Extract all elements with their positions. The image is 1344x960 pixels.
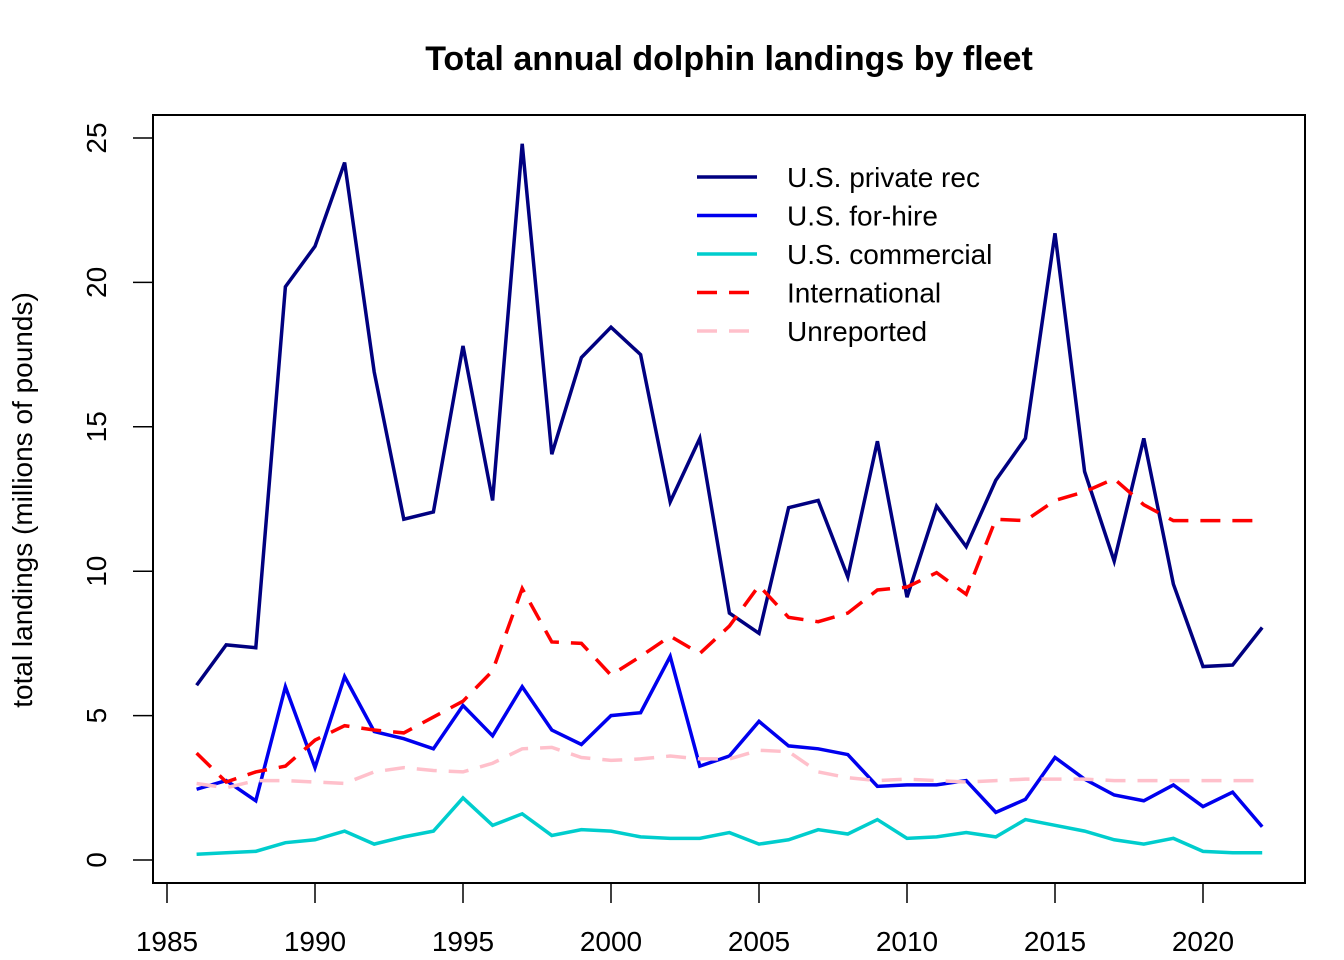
x-tick-label: 2020 (1172, 926, 1234, 957)
series-layer (195, 143, 1264, 856)
series-line-unreported (196, 745, 1263, 790)
plot-frame (152, 114, 1306, 884)
y-axis-label: total landings (millions of pounds) (7, 292, 38, 708)
y-tick-label: 0 (81, 852, 112, 868)
y-tick-label: 5 (81, 708, 112, 724)
series-line-u-s-for-hire (196, 651, 1264, 828)
y-axis: 0 5 10 15 20 25 (81, 122, 154, 868)
x-tick-label: 1995 (432, 926, 494, 957)
legend-label-u-s-commercial: U.S. commercial (787, 239, 992, 270)
y-tick-label: 20 (81, 267, 112, 298)
y-tick-label: 15 (81, 411, 112, 442)
x-tick-label: 1990 (284, 926, 346, 957)
legend-label-unreported: Unreported (787, 316, 927, 347)
y-tick-label: 25 (81, 122, 112, 153)
series-line-u-s-private-rec (195, 143, 1264, 687)
legend-label-international: International (787, 278, 941, 309)
legend: U.S. private rec U.S. for-hire U.S. commer… (697, 162, 992, 347)
legend-label-u-s-for-hire: U.S. for-hire (787, 201, 938, 232)
x-tick-label: 2000 (580, 926, 642, 957)
x-tick-label: 2015 (1024, 926, 1086, 957)
chart-title: Total annual dolphin landings by fleet (425, 40, 1033, 78)
x-tick-label: 2010 (876, 926, 938, 957)
legend-label-u-s-private-rec: U.S. private rec (787, 162, 980, 193)
x-tick-label: 2005 (728, 926, 790, 957)
y-tick-label: 10 (81, 556, 112, 587)
x-axis: 1985 1990 1995 2000 2005 2010 2015 2020 (136, 882, 1234, 957)
series-line-u-s-commercial (196, 795, 1263, 856)
series-line-international (195, 476, 1263, 785)
x-tick-label: 1985 (136, 926, 198, 957)
